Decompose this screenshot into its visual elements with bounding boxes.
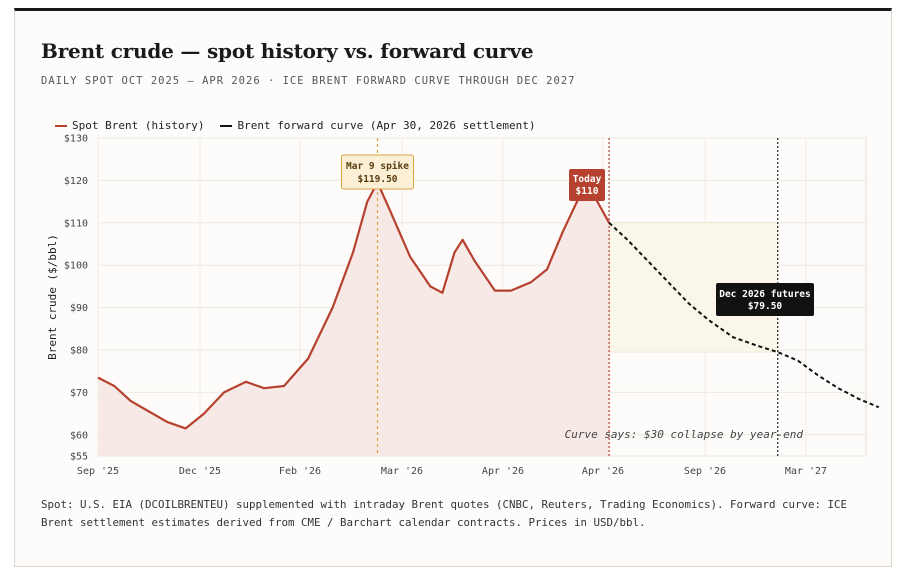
legend-item-spot: Spot Brent (history) bbox=[55, 119, 204, 132]
y-tick-label: $70 bbox=[70, 388, 88, 399]
legend-swatch-forward bbox=[220, 124, 233, 127]
legend-item-forward: Brent forward curve (Apr 30, 2026 settle… bbox=[220, 119, 535, 132]
y-tick-label: $60 bbox=[70, 430, 88, 441]
x-tick-label: Mar '27 bbox=[785, 466, 827, 477]
y-tick-label: $55 bbox=[70, 452, 88, 463]
spike-callout-box bbox=[341, 154, 415, 190]
legend-label-spot: Spot Brent (history) bbox=[72, 119, 205, 132]
y-tick-label: $80 bbox=[70, 346, 88, 357]
today-callout-box bbox=[569, 169, 605, 201]
dec-futures-callout-label: Dec 2026 futures bbox=[719, 289, 811, 300]
chart-subtitle: DAILY SPOT OCT 2025 – APR 2026 · ICE BRE… bbox=[41, 75, 576, 87]
legend-label-forward: Brent forward curve (Apr 30, 2026 settle… bbox=[237, 119, 536, 132]
chart-title: Brent crude — spot history vs. forward c… bbox=[41, 39, 534, 63]
y-tick-label: $110 bbox=[64, 218, 88, 229]
y-axis-label: Brent crude ($/bbl) bbox=[46, 234, 59, 360]
y-tick-label: $100 bbox=[64, 261, 88, 272]
legend: Spot Brent (history) Brent forward curve… bbox=[55, 119, 535, 132]
y-tick-label: $120 bbox=[64, 176, 88, 187]
dec-futures-callout-value: $79.50 bbox=[748, 301, 783, 312]
curve-note: Curve says: $30 collapse by year-end bbox=[565, 428, 804, 441]
spike-callout-label: Mar 9 spike bbox=[346, 161, 409, 172]
x-tick-label: Sep '25 bbox=[77, 466, 119, 477]
legend-swatch-spot bbox=[55, 124, 67, 127]
forward-line bbox=[608, 222, 880, 409]
spot-area bbox=[98, 182, 610, 456]
x-tick-label: Sep '26 bbox=[684, 466, 726, 477]
spot-line bbox=[97, 181, 611, 430]
x-tick-label: Mar '26 bbox=[381, 466, 423, 477]
y-tick-label: $90 bbox=[70, 303, 88, 314]
dec-futures-callout-box bbox=[716, 283, 814, 316]
x-tick-label: Apr '26 bbox=[482, 466, 524, 477]
y-tick-label: $130 bbox=[64, 134, 88, 145]
x-tick-label: Dec '25 bbox=[179, 466, 221, 477]
x-tick-label: Feb '26 bbox=[279, 466, 321, 477]
x-tick-label: Apr '26 bbox=[582, 466, 624, 477]
spike-callout-value: $119.50 bbox=[357, 174, 397, 185]
footnote: Spot: U.S. EIA (DCOILBRENTEU) supplement… bbox=[41, 498, 848, 529]
today-callout-value: $110 bbox=[576, 186, 599, 197]
today-callout-label: Today bbox=[573, 174, 602, 185]
